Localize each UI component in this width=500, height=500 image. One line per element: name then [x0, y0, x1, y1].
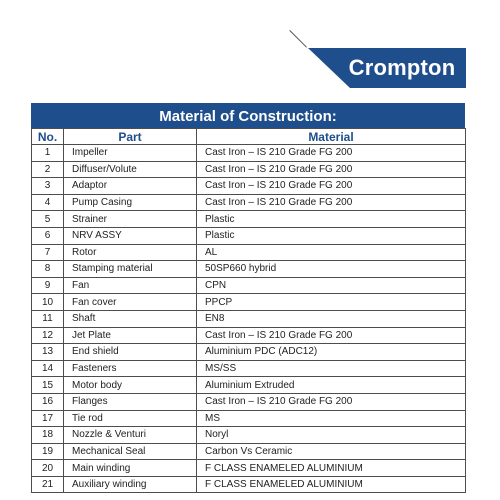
- table-row: 3 Adaptor Cast Iron – IS 210 Grade FG 200: [31, 177, 466, 195]
- table-row: 9 Fan CPN: [31, 276, 466, 295]
- table-row: 1 Impeller Cast Iron – IS 210 Grade FG 200: [31, 144, 466, 162]
- row-number: 18: [31, 426, 64, 444]
- table-row: 10 Fan cover PPCP: [31, 293, 466, 311]
- part-name: Strainer: [63, 210, 197, 228]
- table-row: 5 Strainer Plastic: [31, 210, 466, 228]
- part-name: Auxiliary winding: [63, 475, 197, 494]
- row-number: 11: [31, 309, 64, 328]
- part-name: Fasteners: [63, 359, 197, 378]
- material-name: Cast Iron – IS 210 Grade FG 200: [196, 326, 466, 345]
- table-title: Material of Construction:: [31, 103, 465, 128]
- material-name: Plastic: [196, 226, 466, 245]
- material-name: PPCP: [196, 293, 466, 311]
- material-name: MS/SS: [196, 359, 466, 378]
- header-part: Part: [63, 128, 197, 145]
- part-name: NRV ASSY: [63, 226, 197, 245]
- part-name: Stamping material: [63, 260, 197, 278]
- table-body: 1 Impeller Cast Iron – IS 210 Grade FG 200…: [31, 144, 466, 494]
- row-number: 21: [31, 475, 64, 494]
- table-row: 11 Shaft EN8: [31, 309, 466, 328]
- material-name: Carbon Vs Ceramic: [196, 442, 466, 461]
- part-name: Nozzle & Venturi: [63, 426, 197, 444]
- material-name: Noryl: [196, 426, 466, 444]
- table-row: 21 Auxiliary winding F CLASS ENAMELED ALUM…: [31, 475, 466, 494]
- row-number: 20: [31, 459, 64, 477]
- table-row: 15 Motor body Aluminium Extruded: [31, 376, 466, 394]
- material-name: Cast Iron – IS 210 Grade FG 200: [196, 144, 466, 162]
- header-no: No.: [31, 128, 64, 145]
- material-table: No. Part Material 1 Impeller Cast Iron – I…: [31, 128, 466, 494]
- material-name: 50SP660 hybrid: [196, 260, 466, 278]
- material-name: CPN: [196, 276, 466, 295]
- row-number: 1: [31, 144, 64, 162]
- part-name: End shield: [63, 343, 197, 361]
- header-material: Material: [196, 128, 466, 145]
- material-name: EN8: [196, 309, 466, 328]
- table-row: 19 Mechanical Seal Carbon Vs Ceramic: [31, 442, 466, 461]
- row-number: 19: [31, 442, 64, 461]
- part-name: Fan: [63, 276, 197, 295]
- material-name: AL: [196, 243, 466, 262]
- material-name: F CLASS ENAMELED ALUMINIUM: [196, 475, 466, 494]
- row-number: 16: [31, 392, 64, 411]
- row-number: 13: [31, 343, 64, 361]
- table-row: 18 Nozzle & Venturi Noryl: [31, 426, 466, 444]
- material-name: MS: [196, 409, 466, 428]
- material-table-container: Material of Construction: No. Part Mater…: [31, 103, 466, 494]
- table-header-row: No. Part Material: [31, 128, 466, 145]
- row-number: 17: [31, 409, 64, 428]
- material-name: Cast Iron – IS 210 Grade FG 200: [196, 177, 466, 195]
- part-name: Main winding: [63, 459, 197, 477]
- row-number: 4: [31, 193, 64, 212]
- part-name: Shaft: [63, 309, 197, 328]
- row-number: 12: [31, 326, 64, 345]
- part-name: Fan cover: [63, 293, 197, 311]
- part-name: Adaptor: [63, 177, 197, 195]
- part-name: Mechanical Seal: [63, 442, 197, 461]
- table-row: 8 Stamping material 50SP660 hybrid: [31, 260, 466, 278]
- table-row: 20 Main winding F CLASS ENAMELED ALUMINIUM: [31, 459, 466, 477]
- row-number: 7: [31, 243, 64, 262]
- part-name: Rotor: [63, 243, 197, 262]
- table-row: 7 Rotor AL: [31, 243, 466, 262]
- table-row: 13 End shield Aluminium PDC (ADC12): [31, 343, 466, 361]
- table-row: 12 Jet Plate Cast Iron – IS 210 Grade FG 2…: [31, 326, 466, 345]
- table-row: 6 NRV ASSY Plastic: [31, 226, 466, 245]
- part-name: Flanges: [63, 392, 197, 411]
- row-number: 2: [31, 160, 64, 179]
- row-number: 8: [31, 260, 64, 278]
- table-row: 2 Diffuser/Volute Cast Iron – IS 210 Grade…: [31, 160, 466, 179]
- material-name: Cast Iron – IS 210 Grade FG 200: [196, 193, 466, 212]
- part-name: Diffuser/Volute: [63, 160, 197, 179]
- logo-accent-line: [289, 30, 307, 48]
- material-name: Plastic: [196, 210, 466, 228]
- row-number: 6: [31, 226, 64, 245]
- row-number: 9: [31, 276, 64, 295]
- material-name: Aluminium Extruded: [196, 376, 466, 394]
- table-row: 17 Tie rod MS: [31, 409, 466, 428]
- row-number: 5: [31, 210, 64, 228]
- part-name: Tie rod: [63, 409, 197, 428]
- row-number: 15: [31, 376, 64, 394]
- table-row: 14 Fasteners MS/SS: [31, 359, 466, 378]
- material-name: Cast Iron – IS 210 Grade FG 200: [196, 160, 466, 179]
- table-row: 4 Pump Casing Cast Iron – IS 210 Grade FG …: [31, 193, 466, 212]
- part-name: Impeller: [63, 144, 197, 162]
- material-name: F CLASS ENAMELED ALUMINIUM: [196, 459, 466, 477]
- row-number: 3: [31, 177, 64, 195]
- row-number: 14: [31, 359, 64, 378]
- material-name: Cast Iron – IS 210 Grade FG 200: [196, 392, 466, 411]
- material-name: Aluminium PDC (ADC12): [196, 343, 466, 361]
- part-name: Jet Plate: [63, 326, 197, 345]
- row-number: 10: [31, 293, 64, 311]
- table-row: 16 Flanges Cast Iron – IS 210 Grade FG 200: [31, 392, 466, 411]
- part-name: Pump Casing: [63, 193, 197, 212]
- brand-logo-text: Crompton: [348, 55, 456, 80]
- part-name: Motor body: [63, 376, 197, 394]
